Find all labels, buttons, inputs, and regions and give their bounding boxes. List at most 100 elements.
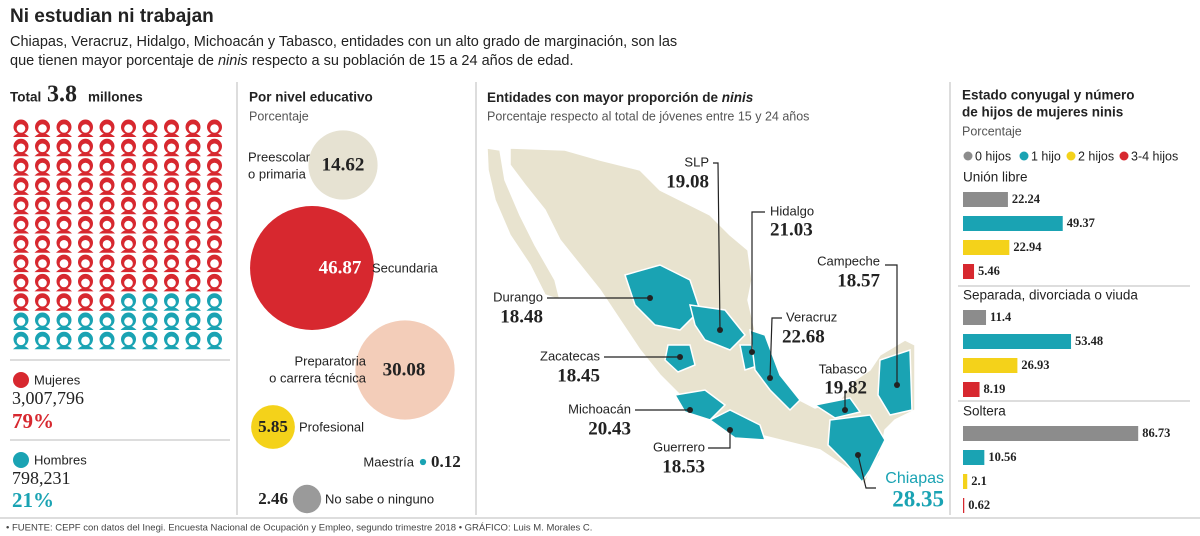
icon-face: [16, 259, 26, 268]
icon-body: [56, 133, 72, 137]
icon-face: [167, 259, 176, 268]
state-name: Michoacán: [568, 401, 631, 416]
icon-body: [185, 190, 201, 195]
person-icon: [206, 254, 223, 273]
bar-value: 11.4: [990, 310, 1012, 324]
person-icon: [77, 216, 94, 234]
icon-face: [167, 201, 176, 210]
icon-face: [167, 124, 176, 133]
person-icon: [142, 254, 158, 273]
person-icon: [99, 177, 115, 195]
icon-face: [145, 336, 155, 346]
icon-body: [142, 326, 158, 330]
icon-body: [56, 190, 72, 195]
icon-face: [102, 336, 112, 346]
group-count: 3,007,796: [12, 388, 84, 408]
icon-body: [34, 229, 51, 234]
level-label: Preparatoria: [294, 353, 366, 368]
legend-label: 3-4 hijos: [1131, 149, 1178, 163]
person-icon: [120, 273, 137, 292]
state-value: 18.48: [500, 306, 543, 327]
person-icon: [185, 273, 201, 292]
bubble: [355, 320, 455, 420]
icon-body: [163, 287, 180, 292]
person-icon: [163, 158, 180, 176]
person-icon: [120, 331, 137, 350]
person-icon: [185, 254, 201, 273]
icon-body: [206, 171, 223, 176]
person-icon: [142, 273, 158, 292]
person-icon: [185, 177, 201, 195]
icon-body: [34, 210, 51, 215]
person-icon: [56, 138, 72, 157]
map-land: [486, 147, 562, 302]
icon-face: [81, 124, 90, 133]
person-icon: [34, 235, 51, 253]
icon-body: [77, 326, 94, 330]
icon-face: [188, 162, 198, 172]
icon-face: [167, 143, 176, 153]
icon-face: [16, 201, 26, 210]
level-value: 46.87: [319, 257, 362, 278]
icon-face: [102, 317, 112, 326]
icon-grid: [13, 119, 223, 350]
person-icon: [163, 331, 180, 350]
legend-icon: [13, 372, 29, 388]
icon-face: [145, 317, 155, 326]
icon-face: [167, 336, 176, 346]
icon-face: [145, 143, 155, 153]
bar: [963, 264, 975, 279]
icon-body: [56, 229, 72, 234]
icon-face: [188, 124, 198, 133]
person-icon: [142, 119, 158, 137]
person-icon: [77, 158, 94, 176]
person-icon: [13, 119, 29, 137]
person-icon: [206, 216, 223, 234]
title: Ni estudian ni trabajan: [10, 6, 214, 27]
icon-body: [206, 152, 223, 157]
icon-face: [210, 143, 219, 153]
dot: [855, 452, 861, 458]
icon-body: [206, 133, 223, 137]
person-icon: [34, 331, 51, 350]
person-icon: [13, 273, 29, 292]
subtitle-text: Chiapas, Veracruz, Hidalgo, Michoacán y …: [10, 34, 678, 69]
person-icon: [120, 293, 137, 311]
icon-face: [81, 317, 90, 326]
icon-face: [124, 336, 133, 346]
icon-body: [34, 345, 51, 350]
total-unit: millones: [88, 90, 143, 105]
icon-face: [145, 124, 155, 133]
person-icon: [99, 331, 115, 350]
icon-face: [124, 278, 133, 288]
person-icon: [142, 293, 158, 311]
person-icon: [99, 293, 115, 311]
icon-face: [188, 278, 198, 288]
icon-body: [56, 268, 72, 273]
person-icon: [142, 312, 158, 330]
bar-value: 8.19: [984, 382, 1006, 396]
state: [708, 409, 767, 441]
person-icon: [34, 312, 51, 330]
icon-face: [81, 336, 90, 346]
legend-dot: [1019, 151, 1029, 161]
state-name: Campeche: [817, 253, 880, 268]
person-icon: [77, 177, 94, 195]
person-icon: [56, 273, 72, 292]
person-icon: [13, 331, 29, 350]
person-icon: [56, 158, 72, 176]
bubble: [308, 130, 378, 200]
icon-face: [16, 182, 26, 191]
icon-body: [13, 287, 29, 292]
subtitle-emphasis: ninis: [217, 53, 248, 69]
person-icon: [120, 158, 137, 176]
person-icon: [56, 312, 72, 330]
person-icon: [185, 138, 201, 157]
icon-face: [81, 143, 90, 153]
icon-body: [185, 345, 201, 350]
state-value: 19.82: [824, 377, 867, 398]
icon-face: [59, 143, 69, 153]
person-icon: [185, 293, 201, 311]
icon-body: [120, 268, 137, 273]
person-icon: [77, 196, 94, 215]
